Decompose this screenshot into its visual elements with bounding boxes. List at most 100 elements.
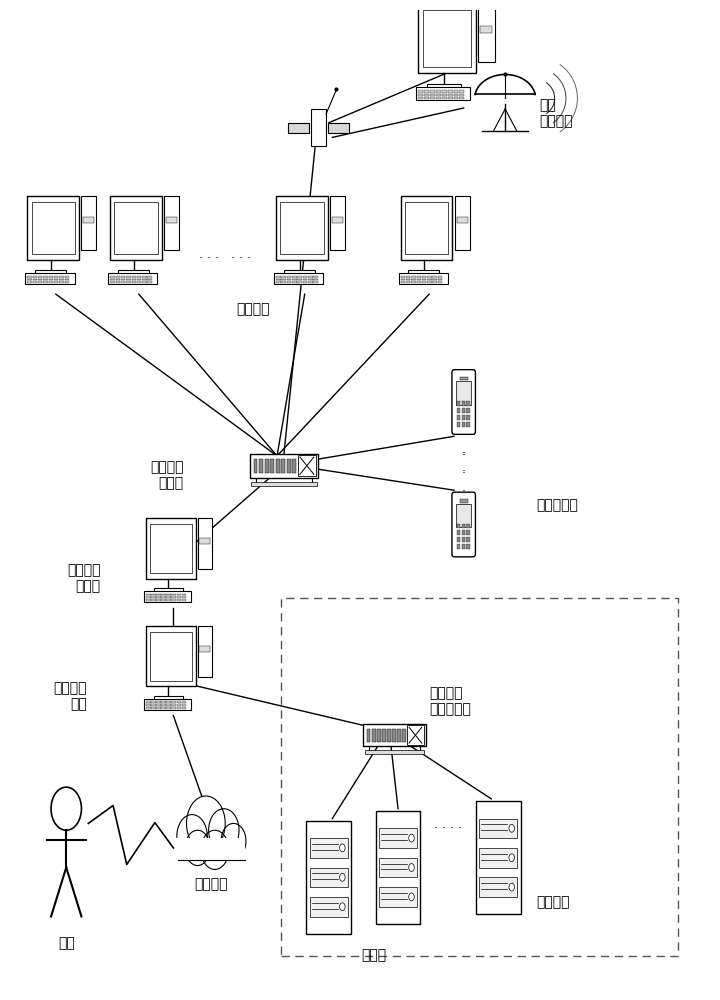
Bar xyxy=(146,599,150,601)
Bar xyxy=(287,459,291,473)
Bar xyxy=(467,530,470,535)
Bar xyxy=(411,281,415,283)
Bar xyxy=(379,887,417,907)
Bar xyxy=(448,94,453,96)
Bar xyxy=(43,276,48,278)
Bar xyxy=(65,281,69,283)
Bar xyxy=(276,279,281,280)
Bar xyxy=(436,94,441,96)
FancyBboxPatch shape xyxy=(274,273,323,284)
Bar xyxy=(436,90,441,93)
FancyBboxPatch shape xyxy=(478,3,495,62)
Text: 嵌入式设备: 嵌入式设备 xyxy=(536,498,578,512)
Circle shape xyxy=(409,834,414,842)
Bar xyxy=(121,279,125,280)
Bar xyxy=(176,596,181,598)
FancyBboxPatch shape xyxy=(476,801,521,914)
Bar xyxy=(302,276,307,278)
Circle shape xyxy=(509,854,515,862)
Bar xyxy=(282,281,286,283)
Bar xyxy=(292,279,297,280)
Bar xyxy=(181,596,186,598)
FancyBboxPatch shape xyxy=(452,492,475,557)
Bar xyxy=(287,281,292,283)
Bar xyxy=(38,279,42,280)
Bar xyxy=(442,94,447,96)
Bar xyxy=(148,279,152,280)
Bar xyxy=(259,459,263,473)
Text: 虚拟软件
定义交换机: 虚拟软件 定义交换机 xyxy=(429,686,471,716)
FancyBboxPatch shape xyxy=(144,591,191,602)
Bar xyxy=(142,279,147,280)
FancyBboxPatch shape xyxy=(405,202,449,254)
Bar xyxy=(166,701,171,703)
Bar xyxy=(166,217,177,223)
Bar xyxy=(54,279,58,280)
Bar xyxy=(142,276,147,278)
Bar xyxy=(48,279,53,280)
Circle shape xyxy=(186,796,225,851)
Bar xyxy=(265,459,269,473)
Text: ·
·
·: · · · xyxy=(462,429,466,478)
Bar xyxy=(282,276,286,278)
FancyBboxPatch shape xyxy=(25,273,75,284)
Bar xyxy=(116,276,120,278)
Bar xyxy=(181,707,186,709)
FancyBboxPatch shape xyxy=(311,109,326,146)
FancyBboxPatch shape xyxy=(27,196,79,260)
Bar xyxy=(459,90,464,93)
FancyBboxPatch shape xyxy=(416,87,470,100)
Bar xyxy=(467,422,470,426)
Bar xyxy=(387,729,391,742)
Bar xyxy=(433,276,437,278)
Bar xyxy=(161,596,166,598)
Bar xyxy=(65,276,69,278)
Bar xyxy=(430,94,435,96)
Bar xyxy=(137,281,141,283)
Bar xyxy=(84,217,94,223)
FancyBboxPatch shape xyxy=(150,632,192,681)
Bar xyxy=(456,401,460,406)
FancyBboxPatch shape xyxy=(153,588,183,595)
Bar xyxy=(427,276,432,278)
Bar xyxy=(467,537,470,542)
Bar xyxy=(418,94,423,96)
FancyBboxPatch shape xyxy=(418,3,475,73)
Bar xyxy=(121,276,125,278)
Bar xyxy=(110,279,114,280)
Bar xyxy=(442,97,447,99)
Bar xyxy=(382,729,386,742)
Circle shape xyxy=(209,809,239,852)
Bar xyxy=(292,281,297,283)
Bar xyxy=(436,97,441,99)
Bar xyxy=(132,276,136,278)
Bar xyxy=(372,729,376,742)
Bar xyxy=(462,415,465,420)
FancyBboxPatch shape xyxy=(399,273,448,284)
Bar xyxy=(460,377,467,380)
FancyBboxPatch shape xyxy=(118,270,149,278)
Bar xyxy=(302,281,307,283)
Bar xyxy=(438,276,442,278)
Bar xyxy=(430,97,435,99)
Bar xyxy=(142,281,147,283)
Text: · · · ·: · · · · xyxy=(434,822,462,835)
Bar xyxy=(132,279,136,280)
Bar xyxy=(43,279,48,280)
Bar xyxy=(54,276,58,278)
Bar xyxy=(48,281,53,283)
Text: 软件定义
交换机: 软件定义 交换机 xyxy=(150,460,184,491)
Bar xyxy=(400,281,405,283)
Bar xyxy=(438,279,442,280)
Bar xyxy=(146,701,150,703)
Bar xyxy=(392,729,396,742)
Bar xyxy=(146,707,150,709)
FancyBboxPatch shape xyxy=(32,202,75,254)
Bar xyxy=(459,94,464,96)
Bar xyxy=(462,524,465,528)
FancyBboxPatch shape xyxy=(251,482,317,486)
FancyBboxPatch shape xyxy=(423,10,471,67)
Bar xyxy=(424,94,429,96)
FancyBboxPatch shape xyxy=(197,626,212,677)
Bar xyxy=(132,281,136,283)
